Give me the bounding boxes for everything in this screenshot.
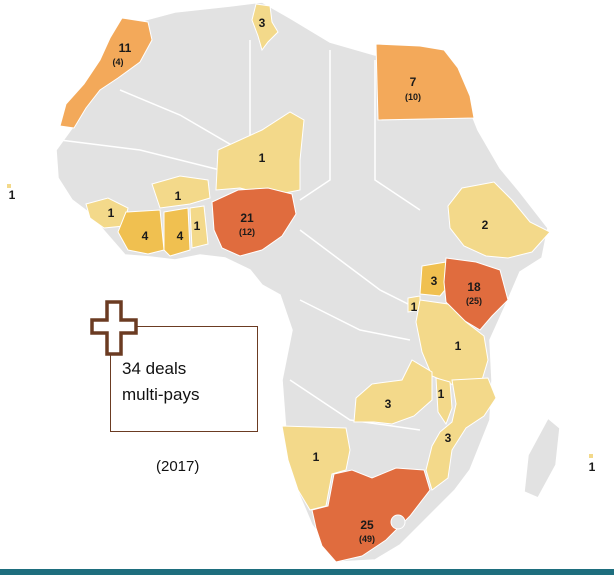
label-rwanda-deals: 1 — [411, 300, 418, 314]
label-kenya-secondary: (25) — [466, 296, 482, 306]
label-uganda-deals: 3 — [431, 274, 438, 288]
label-tanzania-deals: 1 — [455, 339, 462, 353]
marker-mauritius — [589, 454, 593, 458]
country-ghana — [163, 207, 191, 257]
label-morocco-secondary: (4) — [113, 57, 124, 67]
label-ghana-deals: 4 — [177, 229, 184, 243]
label-burkina-deals: 1 — [175, 189, 182, 203]
country-morocco — [59, 17, 153, 129]
label-togo-benin-deals: 1 — [194, 219, 201, 233]
label-kenya-deals: 18 — [467, 280, 481, 294]
bottom-accent-bar — [0, 569, 614, 575]
country-mozambique — [425, 377, 497, 491]
label-nigeria-deals: 21 — [240, 211, 254, 225]
country-namibia — [281, 425, 351, 511]
country-malawi — [435, 377, 453, 426]
plus-icon — [90, 300, 138, 356]
note-line-multi: multi-pays — [122, 385, 200, 404]
label-guinea-deals: 1 — [108, 206, 115, 220]
country-tunisia — [251, 3, 279, 52]
country-togo-benin — [189, 205, 209, 249]
lesotho — [390, 514, 406, 530]
note-line-deals: 34 deals — [122, 359, 187, 378]
country-south-africa — [311, 467, 431, 563]
label-nigeria-secondary: (12) — [239, 227, 255, 237]
label-ethiopia-deals: 2 — [482, 218, 489, 232]
year-label: (2017) — [156, 458, 200, 475]
country-ethiopia — [447, 181, 551, 259]
country-burkina-faso — [151, 175, 211, 209]
label-zambia-deals: 3 — [385, 397, 392, 411]
label-tunisia-deals: 3 — [259, 16, 266, 30]
label-egypt-deals: 7 — [410, 75, 417, 89]
label-morocco-deals: 11 — [119, 41, 132, 55]
label-mauritius-deals: 1 — [589, 460, 596, 474]
label-cape-verde-deals: 1 — [9, 188, 16, 202]
label-malawi-deals: 1 — [438, 387, 445, 401]
country-egypt — [375, 43, 475, 121]
label-south-africa-secondary: (49) — [359, 534, 375, 544]
multi-country-note-box — [110, 326, 258, 432]
madagascar — [523, 416, 561, 499]
label-mozambique-deals: 3 — [445, 431, 452, 445]
label-namibia-deals: 1 — [313, 450, 320, 464]
country-kenya — [443, 257, 509, 331]
label-niger-deals: 1 — [259, 151, 266, 165]
label-south-africa-deals: 25 — [360, 518, 374, 532]
marker-cape-verde — [7, 184, 11, 188]
label-cote-divoire-deals: 4 — [142, 229, 149, 243]
country-cote-divoire — [117, 209, 165, 255]
label-egypt-secondary: (10) — [405, 92, 421, 102]
country-zambia — [353, 359, 433, 425]
country-nigeria — [211, 187, 297, 257]
multi-country-note: 34 deals multi-pays — [122, 356, 199, 408]
country-niger — [215, 111, 305, 197]
